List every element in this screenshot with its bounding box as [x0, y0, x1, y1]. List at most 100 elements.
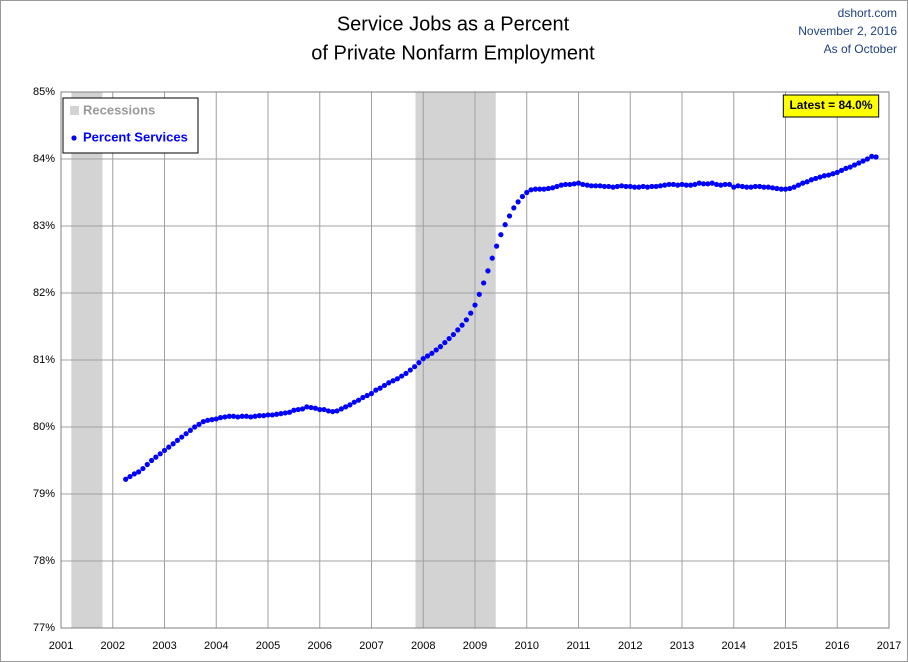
data-point — [575, 180, 582, 186]
data-point — [524, 189, 530, 196]
data-point — [278, 411, 284, 417]
data-point — [286, 409, 293, 415]
x-tick-label: 2009 — [463, 640, 487, 652]
data-point — [450, 331, 457, 338]
data-point — [847, 164, 853, 170]
data-point — [489, 255, 495, 261]
data-point — [787, 185, 793, 192]
data-point — [222, 414, 228, 420]
data-point — [347, 402, 353, 408]
data-point — [282, 410, 288, 416]
data-point — [261, 413, 267, 419]
data-point — [157, 451, 163, 457]
data-point — [873, 154, 879, 160]
data-point — [571, 181, 577, 187]
y-tick-label: 84% — [33, 153, 55, 165]
data-point — [657, 183, 664, 189]
data-point — [299, 406, 306, 412]
data-point — [826, 172, 832, 178]
data-point — [532, 186, 538, 192]
data-point — [248, 414, 254, 420]
data-point — [722, 181, 728, 188]
legend-label: Recessions — [83, 102, 155, 117]
data-point — [338, 406, 344, 412]
data-point — [666, 181, 672, 188]
data-point — [700, 181, 707, 187]
data-point — [856, 160, 862, 166]
data-point — [649, 183, 655, 190]
x-tick-label: 2007 — [359, 640, 383, 652]
annotation-box — [782, 94, 880, 118]
data-point — [291, 407, 297, 413]
data-point — [851, 162, 858, 168]
data-point — [343, 404, 349, 410]
data-point — [265, 412, 271, 418]
data-point — [131, 471, 137, 477]
data-point — [752, 183, 758, 190]
data-point — [381, 382, 388, 389]
data-point — [123, 476, 129, 482]
data-point — [386, 380, 392, 386]
y-tick-label: 85% — [33, 86, 55, 98]
data-point — [554, 183, 560, 190]
data-point — [588, 183, 595, 189]
data-point — [394, 376, 400, 382]
data-point — [412, 364, 418, 370]
data-point — [653, 183, 659, 190]
x-tick-label: 2013 — [670, 640, 694, 652]
data-point — [433, 347, 439, 353]
data-point — [325, 408, 331, 414]
data-point — [627, 183, 633, 190]
x-tick-label: 2012 — [618, 640, 642, 652]
data-point — [334, 408, 340, 414]
data-point — [399, 373, 405, 379]
data-point — [183, 431, 189, 437]
data-point — [179, 434, 185, 440]
data-point — [213, 416, 219, 422]
data-point — [830, 171, 836, 177]
data-point — [860, 158, 866, 164]
y-tick-label: 80% — [33, 421, 55, 433]
data-point — [304, 404, 310, 410]
annotation: Latest = 84.0% — [782, 94, 880, 118]
data-point — [498, 232, 504, 238]
data-point — [739, 183, 745, 190]
source-note: November 2, 2016 — [798, 24, 897, 38]
data-point — [511, 205, 517, 211]
x-tick-label: 2011 — [567, 640, 591, 652]
data-point — [161, 447, 168, 454]
data-point — [230, 413, 237, 419]
x-tick-label: 2003 — [152, 640, 176, 652]
source-note: As of October — [824, 42, 897, 56]
data-point — [403, 370, 409, 376]
data-point — [420, 356, 426, 362]
data-point — [459, 322, 465, 328]
data-point — [804, 179, 810, 185]
data-point — [679, 181, 685, 188]
data-point — [757, 183, 763, 190]
data-point — [140, 465, 146, 472]
x-tick-label: 2002 — [101, 640, 125, 652]
data-point — [364, 392, 370, 399]
data-point — [838, 167, 845, 173]
data-point — [330, 408, 336, 415]
legend-swatch — [70, 106, 79, 115]
data-point — [502, 222, 508, 228]
x-tick-label: 2005 — [256, 640, 280, 652]
data-point — [631, 184, 638, 190]
data-point — [692, 181, 698, 188]
data-point — [148, 457, 155, 464]
data-point — [640, 183, 646, 190]
x-tick-label: 2015 — [773, 640, 797, 652]
y-tick-label: 78% — [33, 555, 55, 567]
data-point — [662, 182, 668, 188]
data-point — [153, 454, 159, 460]
x-tick-label: 2004 — [204, 640, 228, 652]
data-point — [636, 184, 642, 190]
data-point — [528, 187, 534, 193]
annotation-text: Latest = 84.0% — [789, 98, 872, 112]
data-point — [295, 406, 301, 413]
data-point — [791, 184, 797, 190]
data-point — [705, 181, 711, 187]
